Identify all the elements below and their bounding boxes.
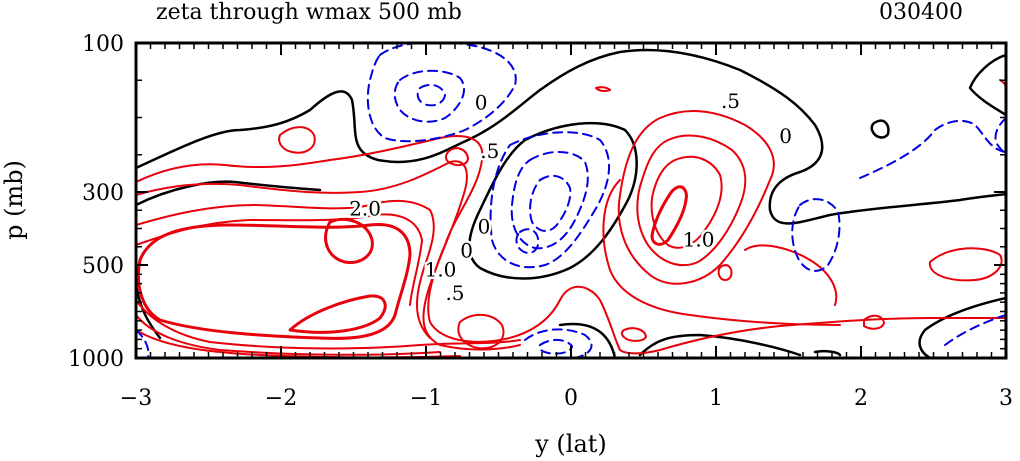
contour-label-2: .5: [445, 281, 464, 305]
contour-label-9: 1.0: [683, 227, 715, 251]
contour-line-45: [524, 328, 593, 358]
y-tick-labels: 100 300 500 1000: [68, 32, 124, 372]
contour-line-37: [416, 83, 446, 107]
contour-label-3: 0: [460, 238, 473, 262]
x-tick-label: −2: [265, 386, 297, 411]
x-tick-label: 2: [854, 386, 868, 411]
x-tick-label: 3: [999, 386, 1013, 411]
contour-line-27: [602, 179, 841, 326]
contour-line-0: [136, 48, 1006, 225]
contour-label-7: .5: [721, 89, 740, 113]
y-tick-label: 100: [82, 32, 124, 57]
contour-line-32: [620, 327, 647, 342]
x-tick-label: 1: [709, 386, 723, 411]
contour-line-40: [529, 174, 572, 232]
contour-line-26: [650, 185, 688, 246]
contour-line-30: [928, 247, 1003, 282]
contour-line-36: [393, 69, 465, 123]
contour-line-39: [510, 150, 589, 250]
contour-line-28: [744, 244, 838, 306]
contour-line-5: [870, 119, 890, 139]
contour-line-7: [918, 296, 1006, 358]
chart-title: zeta through wmax 500 mb: [156, 0, 462, 25]
contour-line-4: [968, 53, 1006, 117]
contour-line-38: [489, 131, 611, 269]
x-tick-label: 0: [564, 386, 578, 411]
contour-label-8: 0: [779, 124, 792, 148]
contour-line-48: [944, 314, 1006, 346]
plot-frame: [134, 41, 1008, 360]
contour-line-25: [650, 155, 723, 249]
x-tick-label: −3: [120, 386, 152, 411]
contour-line-17: [136, 299, 521, 350]
contour-line-15: [324, 217, 374, 265]
contour-line-22: [457, 313, 505, 350]
contour-label-1: 1.0: [425, 258, 457, 282]
contour-label-5: 0: [475, 91, 488, 115]
contour-line-18: [136, 314, 441, 356]
contour-labels: 2.01.0.50.500.501.0: [347, 87, 795, 308]
contour-line-6: [638, 333, 802, 357]
contour-line-29: [717, 264, 733, 281]
contour-line-20: [278, 126, 316, 154]
contour-line-1: [136, 180, 322, 207]
contour-line-14: [136, 222, 412, 340]
contour-line-16: [288, 294, 387, 334]
contour-line-8: [558, 322, 617, 358]
contour-line-3: [468, 121, 638, 280]
x-axis-label: y (lat): [534, 430, 607, 458]
time-label: 030400: [879, 0, 963, 25]
contour-line-13: [136, 213, 423, 306]
contour-line-44: [994, 117, 1006, 155]
contour-line-10: [136, 135, 1006, 355]
axis-ticks: [135, 42, 1007, 359]
x-tick-label: −1: [410, 386, 442, 411]
contour-line-24: [636, 134, 747, 267]
contour-line-41: [515, 228, 540, 254]
y-tick-label: 1000: [68, 347, 124, 372]
contour-line-47: [136, 329, 150, 358]
contour-line-9: [813, 349, 842, 357]
contour-label-0: 2.0: [349, 196, 381, 220]
contour-line-42: [791, 198, 841, 272]
contour-label-6: 0: [478, 215, 491, 239]
contour-lines: [136, 43, 1006, 358]
contour-line-33: [595, 86, 611, 93]
contour-line-46: [538, 338, 573, 355]
y-tick-label: 500: [82, 254, 124, 279]
y-axis-label: p (mb): [0, 160, 28, 240]
contour-label-4: .5: [480, 139, 499, 163]
contour-line-12: [136, 199, 435, 339]
y-tick-label: 300: [82, 181, 124, 206]
contour-line-21: [444, 147, 469, 167]
contour-line-31: [863, 314, 885, 330]
contour-line-23: [617, 110, 775, 285]
x-tick-labels: −3 −2 −1 0 1 2 3: [120, 386, 1013, 411]
contour-line-43: [859, 119, 1006, 179]
